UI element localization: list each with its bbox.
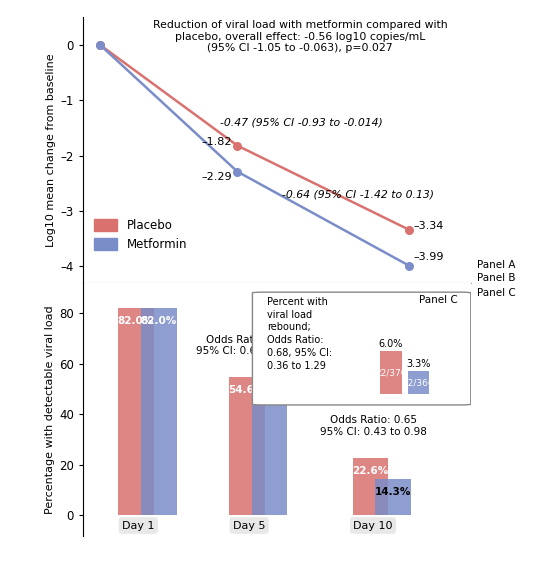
Text: 3.3%: 3.3% [407, 359, 431, 369]
Text: Day 5: Day 5 [233, 521, 265, 530]
Point [96, 40, 104, 50]
Text: Odds Ratio: 0.65
95% CI: 0.43 to 0.98: Odds Ratio: 0.65 95% CI: 0.43 to 0.98 [319, 415, 426, 437]
Text: 49.9%: 49.9% [251, 397, 288, 407]
Text: –3.34: –3.34 [413, 221, 444, 232]
Bar [229, 377, 265, 516]
Bar [251, 389, 287, 516]
Bar [380, 351, 402, 394]
Text: –3.99: –3.99 [413, 252, 444, 262]
Point [233, 141, 242, 150]
Text: 82.0%: 82.0% [141, 316, 177, 325]
Text: 12/366: 12/366 [403, 378, 434, 387]
Text: 22/370: 22/370 [375, 368, 407, 377]
Point [405, 225, 414, 234]
Legend: Placebo, Metformin: Placebo, Metformin [89, 214, 192, 256]
Text: 14.3%: 14.3% [375, 487, 411, 497]
Text: 6.0%: 6.0% [379, 339, 403, 349]
Text: –2.29: –2.29 [202, 172, 232, 181]
Y-axis label: Percentage with detectable viral load: Percentage with detectable viral load [45, 305, 55, 514]
Text: 54.6%: 54.6% [228, 385, 265, 395]
Text: Panel C: Panel C [419, 295, 458, 305]
Bar [353, 458, 388, 516]
Y-axis label: Log10 mean change from baseline: Log10 mean change from baseline [47, 53, 56, 247]
Text: -0.47 (95% CI -0.93 to -0.014): -0.47 (95% CI -0.93 to -0.014) [220, 118, 383, 127]
Text: Day 10: Day 10 [353, 521, 393, 530]
Text: 22.6%: 22.6% [353, 466, 389, 476]
Text: -0.64 (95% CI -1.42 to 0.13): -0.64 (95% CI -1.42 to 0.13) [282, 190, 434, 199]
Text: Panel C: Panel C [477, 288, 515, 298]
Text: –1.82: –1.82 [202, 137, 232, 147]
Text: Panel B: Panel B [477, 273, 515, 283]
Text: 82.0%: 82.0% [118, 316, 154, 325]
Text: Day 1: Day 1 [122, 521, 155, 530]
Text: Reduction of viral load with metformin compared with
placebo, overall effect: -0: Reduction of viral load with metformin c… [153, 20, 447, 53]
FancyBboxPatch shape [253, 292, 471, 405]
Point [233, 167, 242, 176]
Bar [141, 308, 177, 516]
Text: Panel A: Panel A [477, 260, 515, 270]
Point [96, 40, 104, 50]
Text: Odds Ratio: 0.79
95% CI: 0.60 to 1.05: Odds Ratio: 0.79 95% CI: 0.60 to 1.05 [196, 335, 302, 356]
Bar [376, 479, 411, 516]
Point [405, 261, 414, 270]
Text: Percent with
viral load
rebound;
Odds Ratio:
0.68, 95% CI:
0.36 to 1.29: Percent with viral load rebound; Odds Ra… [267, 297, 332, 371]
Bar [408, 372, 429, 394]
Bar [118, 308, 154, 516]
